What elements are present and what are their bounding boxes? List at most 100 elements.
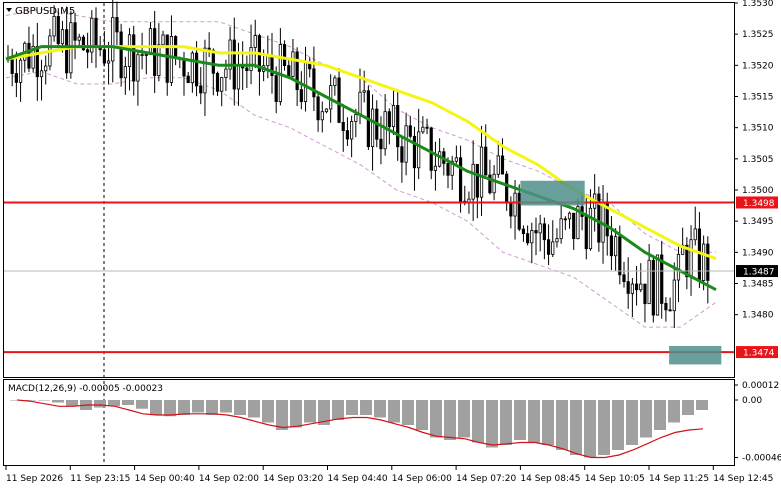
macd-histogram-bar <box>108 400 120 407</box>
macd-histogram-bar <box>556 400 568 450</box>
macd-histogram-bar <box>528 400 540 443</box>
candle-body <box>14 73 18 83</box>
candle-body <box>119 31 123 79</box>
price-tick-label: 1.3520 <box>742 61 774 71</box>
candle-body <box>228 39 232 70</box>
macd-histogram-bar <box>430 400 442 438</box>
candle-body <box>35 45 39 78</box>
candle-body <box>10 59 14 74</box>
candle-body <box>517 192 521 230</box>
macd-histogram-bar <box>374 400 386 418</box>
candle-body <box>383 111 387 150</box>
time-tick-label: 14 Sep 12:45 <box>713 474 773 484</box>
price-tick-label: 1.3480 <box>742 311 774 321</box>
candle-body <box>186 75 190 84</box>
macd-histogram-bar <box>192 400 204 413</box>
candle-body <box>634 283 639 291</box>
candle-body <box>433 165 438 171</box>
candle-body <box>370 108 375 147</box>
candle-body <box>614 236 618 257</box>
candle-body <box>358 91 362 115</box>
candle-body <box>425 126 429 129</box>
price-tick-label: 1.3525 <box>742 30 774 40</box>
candle-body <box>396 105 400 148</box>
time-tick-label: 14 Sep 07:20 <box>456 474 516 484</box>
price-tick-label: 1.3505 <box>742 155 774 165</box>
macd-histogram-bar <box>654 400 666 430</box>
price-tick-label: 1.3510 <box>742 124 774 134</box>
candle-body <box>412 135 417 169</box>
candle-body <box>102 49 106 64</box>
candle-body <box>165 34 169 83</box>
macd-histogram-bar <box>52 400 64 403</box>
macd-histogram-bar <box>304 400 316 423</box>
candle-body <box>643 283 647 305</box>
candle-body <box>668 309 672 312</box>
candle-body <box>224 68 228 78</box>
candle-body <box>655 254 660 316</box>
macd-histogram-bar <box>682 400 694 415</box>
candle-body <box>391 105 396 128</box>
candle-body <box>253 35 257 48</box>
macd-histogram-bar <box>542 400 554 445</box>
candle-body <box>496 155 500 175</box>
level-tag <box>736 196 778 209</box>
macd-histogram-bar <box>346 400 358 415</box>
macd-histogram-bar <box>248 400 260 418</box>
envelope-lower-line <box>5 71 717 328</box>
candle-body <box>312 68 316 98</box>
candle-body <box>563 218 567 221</box>
price-tick-label: 1.3490 <box>742 248 774 258</box>
candle-body <box>555 238 559 243</box>
current-price-tag <box>736 265 778 278</box>
candle-body <box>647 259 651 305</box>
macd-histogram-bar <box>220 400 232 413</box>
macd-histogram-bar <box>514 400 526 440</box>
candle-body <box>136 54 140 82</box>
time-tick-label: 14 Sep 03:20 <box>263 474 323 484</box>
macd-histogram-bar <box>332 400 344 420</box>
time-tick-label: 11 Sep 23:15 <box>70 474 130 484</box>
highlight-box <box>669 345 722 365</box>
price-tick-label: 1.3515 <box>742 93 774 103</box>
macd-histogram-bar <box>150 400 162 415</box>
symbol-label: GBPUSD,M5 <box>6 6 75 17</box>
candle-body <box>471 163 475 200</box>
candle-body <box>551 241 555 255</box>
candle-body <box>492 173 496 194</box>
candle-body <box>115 17 119 33</box>
candle-body <box>664 303 668 311</box>
time-tick-label: 14 Sep 02:00 <box>199 474 259 484</box>
candle-body <box>203 47 207 94</box>
highlight-boxes <box>520 180 722 365</box>
candle-body <box>194 52 199 87</box>
candle-body <box>111 17 115 62</box>
candle-body <box>161 34 165 46</box>
candle-body <box>354 114 358 122</box>
macd-histogram-bar <box>472 400 484 443</box>
candle-body <box>542 223 546 241</box>
candle-body <box>39 70 44 78</box>
candle-body <box>106 60 111 64</box>
candle-body <box>584 216 588 250</box>
candle-body <box>182 58 186 77</box>
macd-histogram-bar <box>290 400 302 428</box>
macd-label: MACD(12,26,9) -0.00005 -0.00023 <box>8 384 163 394</box>
candle-body <box>521 228 526 235</box>
macd-histogram-bar <box>402 400 414 425</box>
macd-histogram-bar <box>206 400 218 415</box>
macd-histogram-bar <box>640 400 652 438</box>
price-tick-label: 1.3500 <box>742 186 774 196</box>
candle-body <box>597 193 601 243</box>
candle-body <box>77 36 81 41</box>
candle-body <box>660 254 664 304</box>
macd-histogram-bar <box>360 400 372 415</box>
candle-body <box>333 77 337 86</box>
candle-body <box>450 160 454 176</box>
level-tag-label: 1.3474 <box>743 349 775 359</box>
ma-green-line <box>5 45 717 292</box>
macd-panel-frame <box>3 379 735 466</box>
macd-histogram-bar <box>584 400 596 458</box>
candle-body <box>479 146 484 198</box>
